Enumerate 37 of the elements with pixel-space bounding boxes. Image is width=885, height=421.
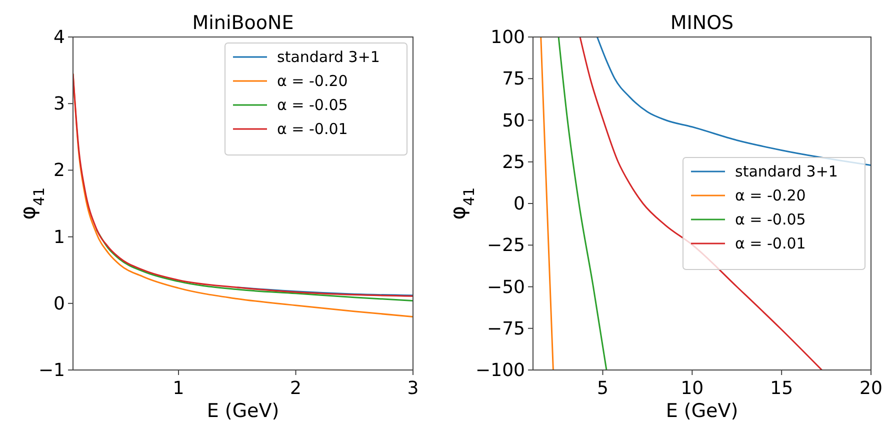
- legend-label: α = -0.01: [277, 120, 348, 138]
- y-tick-label: 4: [54, 27, 65, 48]
- x-axis-title: E (GeV): [206, 400, 280, 421]
- x-tick-label: 3: [407, 378, 419, 399]
- x-tick-label: 10: [680, 378, 704, 399]
- legend-label: standard 3+1: [277, 48, 380, 66]
- x-tick-label: 5: [597, 378, 608, 399]
- x-tick-label: 2: [290, 378, 302, 399]
- line-series: [236, 286, 413, 296]
- chart-title: MiniBooNE: [192, 12, 294, 34]
- x-axis-title: E (GeV): [666, 400, 738, 421]
- legend-label: α = -0.01: [735, 234, 806, 252]
- legend-label: standard 3+1: [735, 162, 838, 180]
- line-series: [96, 228, 413, 302]
- chart-title: MINOS: [670, 12, 734, 34]
- y-tick-label: 75: [502, 68, 525, 90]
- y-tick-label: −50: [487, 276, 525, 298]
- x-tick-label: 15: [770, 378, 794, 399]
- y-tick-label: 3: [54, 94, 65, 115]
- y-tick-label: −1: [38, 360, 65, 381]
- y-tick-label: 25: [502, 152, 525, 173]
- y-tick-label: 0: [54, 293, 65, 314]
- y-tick-label: −25: [487, 235, 525, 256]
- x-tick-label: 1: [172, 378, 184, 399]
- x-tick-label: 20: [860, 378, 882, 399]
- y-tick-label: 100: [490, 27, 525, 48]
- legend-label: α = -0.20: [735, 186, 806, 204]
- legend-label: α = -0.20: [277, 72, 348, 90]
- y-tick-label: 50: [502, 110, 525, 132]
- y-tick-label: −100: [476, 360, 525, 381]
- y-tick-label: −75: [487, 318, 525, 340]
- legend-label: α = -0.05: [277, 96, 348, 114]
- y-tick-label: 0: [514, 194, 525, 214]
- y-tick-label: 2: [54, 160, 65, 182]
- line-series: [558, 37, 608, 370]
- y-tick-label: 1: [54, 226, 65, 248]
- legend-label: α = -0.05: [735, 210, 806, 228]
